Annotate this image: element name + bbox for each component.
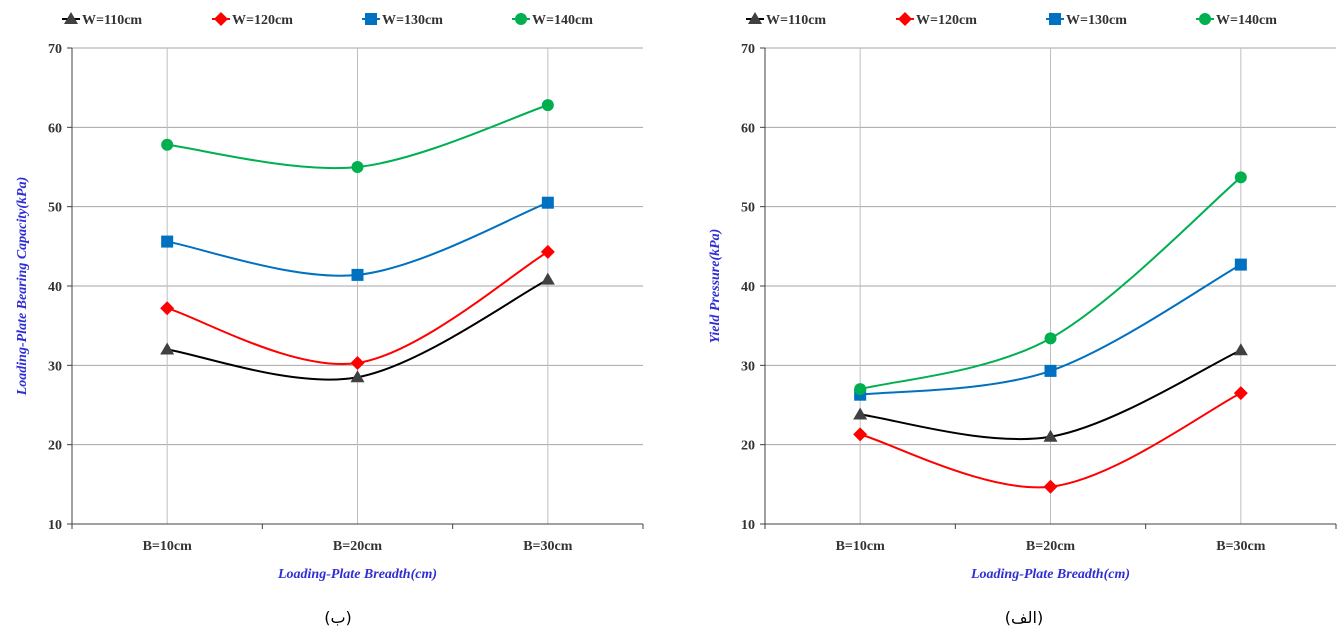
chart2-data-point-w-140cm (854, 383, 867, 396)
chart1-legend-item-w-130cm: W=130cm (362, 13, 443, 28)
chart2-data-point-w-110cm (853, 407, 868, 420)
chart-left-svg: 10 20 30 40 50 60 70 B=10cm B=20cm B=30cm Loading-… (15, 12, 644, 582)
chart2-legend-item-w-120cm: W=120cm (896, 12, 977, 28)
chart1-legend-item-w-110cm: W=110cm (62, 12, 142, 28)
chart2-y-tick-label: 70 (741, 42, 755, 57)
chart2-data-point-w-140cm (1234, 171, 1247, 184)
chart1-legend-marker (365, 13, 377, 25)
chart1-data-point-w-120cm (540, 244, 555, 259)
chart1-data-point-w-110cm (160, 342, 175, 355)
chart-left: 10 20 30 40 50 60 70 B=10cm B=20cm B=30cm Loading-… (0, 0, 670, 635)
chart2-legend: W=110cm W=120cm W=130cm W=140cm (746, 12, 1277, 28)
chart2-legend-marker (748, 12, 762, 24)
chart1-x-tick-label: B=30cm (523, 539, 573, 554)
chart1-legend-label: W=140cm (532, 13, 593, 28)
chart1-data-point-w-120cm (350, 355, 365, 370)
chart2-y-tick-label: 20 (741, 439, 755, 454)
chart2-legend-item-w-130cm: W=130cm (1046, 13, 1127, 28)
chart2-series-w-140cm (854, 171, 1247, 396)
chart1-series-w-120cm (160, 244, 555, 370)
chart-left-caption: (ب) (324, 608, 352, 627)
chart1-series-w-130cm (161, 196, 554, 281)
chart1-series-w-140cm (161, 99, 554, 173)
chart2-y-axis-label: Yield Pressure(kPa) (708, 229, 723, 344)
chart1-data-point-w-130cm (351, 268, 364, 281)
chart2-legend-label: W=120cm (916, 13, 977, 28)
chart2-y-tick-label: 60 (741, 121, 755, 136)
chart2-legend-item-w-110cm: W=110cm (746, 12, 826, 28)
chart1-y-tick-label: 20 (48, 439, 62, 454)
chart1-y-tick-label: 60 (48, 121, 62, 136)
chart1-x-tick-label: B=20cm (333, 539, 383, 554)
chart1-data-point-w-120cm (160, 301, 175, 316)
chart2-x-axis-label: Loading-Plate Breadth(cm) (970, 567, 1130, 582)
chart2-data-point-w-110cm (1043, 429, 1058, 442)
chart2-legend-marker (1199, 13, 1211, 25)
chart1-data-point-w-130cm (161, 235, 174, 248)
chart2-data-point-w-120cm (1233, 386, 1248, 401)
chart2-series-w-130cm (854, 258, 1247, 401)
chart1-legend-item-w-120cm: W=120cm (212, 12, 293, 28)
chart1-y-axis-label: Loading-Plate Bearing Capacity(kPa) (15, 177, 30, 397)
chart2-legend-label: W=130cm (1066, 13, 1127, 28)
chart1-legend-marker (515, 13, 527, 25)
chart1-data-point-w-110cm (540, 272, 555, 285)
chart1-legend-item-w-140cm: W=140cm (512, 13, 593, 28)
chart2-y-tick-label: 50 (741, 201, 755, 216)
chart2-data-point-w-130cm (1044, 364, 1057, 377)
chart2-legend-marker (898, 12, 912, 26)
chart1-y-tick-label: 70 (48, 42, 62, 57)
chart2-data-point-w-120cm (1043, 479, 1058, 494)
chart-right-caption: (الف) (1004, 608, 1044, 627)
chart1-data-point-w-130cm (541, 196, 554, 209)
chart2-series-w-120cm (853, 386, 1248, 494)
chart2-y-tick-label: 10 (741, 518, 755, 533)
chart2-grid: 10 20 30 40 50 60 70 B=10cm B=20cm B=30cm (741, 42, 1337, 554)
chart1-series-w-110cm (160, 272, 555, 383)
chart1-data-point-w-140cm (161, 138, 174, 151)
chart1-data-point-w-110cm (350, 370, 365, 383)
chart2-y-tick-label: 40 (741, 280, 755, 295)
chart1-y-tick-label: 10 (48, 518, 62, 533)
chart2-series-w-110cm (853, 343, 1248, 442)
chart2-data-point-w-130cm (1234, 258, 1247, 271)
chart1-y-tick-label: 50 (48, 201, 62, 216)
chart1-y-tick-label: 30 (48, 359, 62, 374)
chart1-legend-label: W=130cm (382, 13, 443, 28)
chart2-data-point-w-110cm (1233, 343, 1248, 356)
chart1-grid: 10 20 30 40 50 60 70 B=10cm B=20cm B=30cm (48, 42, 644, 554)
chart1-legend-marker (64, 12, 78, 24)
chart1-data-point-w-140cm (541, 99, 554, 112)
chart2-legend-label: W=140cm (1216, 13, 1277, 28)
chart1-legend: W=110cm W=120cm W=130cm W=140cm (62, 12, 593, 28)
chart2-x-tick-label: B=10cm (836, 539, 886, 554)
chart-right-svg: 10 20 30 40 50 60 70 B=10cm B=20cm B=30cm Loading-… (708, 12, 1337, 582)
chart2-data-point-w-120cm (853, 427, 868, 442)
chart-right: 10 20 30 40 50 60 70 B=10cm B=20cm B=30cm Loading-… (690, 0, 1341, 635)
chart1-data-point-w-140cm (351, 161, 364, 173)
chart1-y-tick-label: 40 (48, 280, 62, 295)
chart1-x-axis-label: Loading-Plate Breadth(cm) (277, 567, 437, 582)
chart1-legend-label: W=120cm (232, 13, 293, 28)
chart2-legend-item-w-140cm: W=140cm (1196, 13, 1277, 28)
chart2-x-tick-label: B=20cm (1026, 539, 1076, 554)
chart2-x-tick-label: B=30cm (1216, 539, 1266, 554)
chart1-legend-label: W=110cm (82, 13, 142, 28)
chart2-y-tick-label: 30 (741, 359, 755, 374)
chart2-legend-marker (1049, 13, 1061, 25)
chart1-x-tick-label: B=10cm (143, 539, 193, 554)
chart2-legend-label: W=110cm (766, 13, 826, 28)
chart2-data-point-w-140cm (1044, 332, 1057, 345)
chart1-legend-marker (214, 12, 228, 26)
